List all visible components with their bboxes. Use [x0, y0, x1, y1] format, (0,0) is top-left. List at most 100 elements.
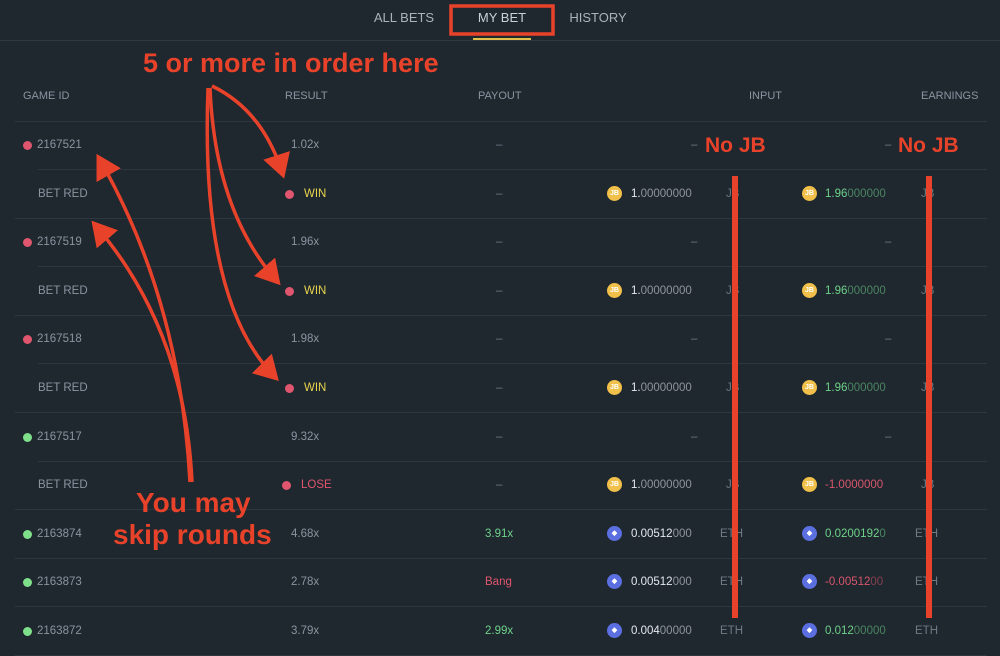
tab-all-bets[interactable]: ALL BETS — [373, 10, 435, 25]
payout-value: Bang — [485, 576, 512, 589]
earn-amount-rest: 000000 — [847, 382, 886, 394]
table-row[interactable]: BET RED WIN – JB 1.00000000 JB JB 1.96000000 JB — [0, 170, 1000, 219]
input-value: – — [691, 236, 698, 249]
result-multiplier: 4.68x — [291, 527, 320, 540]
result-multiplier: 2.78x — [291, 576, 320, 589]
input-amount-rest: 00000000 — [640, 284, 692, 297]
game-id[interactable]: 2163872 — [37, 625, 82, 637]
input-amount-main: 1. — [631, 284, 641, 297]
input-amount-main: 0.004 — [631, 625, 660, 637]
row-divider — [15, 412, 987, 413]
eth-coin-icon: ◆ — [802, 525, 817, 541]
input-unit: JB — [726, 382, 740, 394]
game-id[interactable]: 2163873 — [37, 576, 82, 589]
earn-amount-main: 0.0200192 — [825, 527, 880, 540]
jb-coin-icon: JB — [802, 477, 817, 493]
header-game-id: GAME ID — [23, 90, 70, 102]
tab-my-bet[interactable]: MY BET — [477, 10, 527, 25]
input-amount-rest: 00000000 — [640, 479, 692, 492]
earn-amount-main: 1.96 — [825, 284, 848, 297]
input-unit: JB — [726, 284, 740, 297]
game-status-dot — [23, 335, 32, 345]
annotation-no-jb-input: No JB — [705, 134, 766, 157]
input-amount: 0.00400000 — [631, 625, 692, 637]
annotation-top-note: 5 or more in order here — [143, 48, 439, 78]
earn-amount-main: -0.00512 — [825, 576, 871, 589]
game-id[interactable]: 2167519 — [37, 236, 82, 249]
earn-amount: -1.0000000 — [825, 479, 883, 491]
jb-coin-icon: JB — [802, 185, 817, 201]
input-unit: JB — [726, 187, 740, 200]
table-row[interactable]: 2167519 1.96x – – – — [0, 218, 1000, 268]
bet-result: WIN — [304, 187, 327, 200]
bet-side-dot — [285, 189, 294, 199]
earn-amount: 0.02001920 — [825, 528, 886, 540]
input-amount: 1.00000000 — [631, 285, 692, 297]
row-divider — [38, 363, 987, 365]
input-amount: 0.00512000 — [631, 528, 692, 540]
game-id[interactable]: 2167518 — [37, 333, 82, 346]
input-amount-main: 0.00512 — [631, 527, 673, 540]
input-unit: ETH — [720, 576, 743, 589]
annotation-skip-line2: skip rounds — [113, 519, 272, 550]
input-amount-rest: 00000000 — [640, 382, 692, 394]
game-id[interactable]: 2167517 — [37, 430, 82, 443]
header-divider — [15, 121, 987, 122]
payout-value: – — [496, 430, 503, 443]
earn-amount: 1.96000000 — [825, 188, 886, 200]
jb-coin-icon: JB — [607, 282, 622, 298]
earn-unit: JB — [921, 382, 935, 394]
row-divider — [15, 557, 987, 559]
table-row[interactable]: 2167521 1.02x – – – — [0, 121, 1000, 170]
input-amount-rest: 000 — [672, 527, 692, 540]
table-row[interactable]: 2163872 3.79x 2.99x ◆ 0.00400000 ETH ◆ 0.012000… — [0, 607, 1000, 656]
row-divider — [15, 509, 987, 511]
row-divider — [38, 460, 987, 462]
table-row[interactable]: 2167518 1.98x – – – — [0, 315, 1000, 365]
input-amount: 1.00000000 — [631, 382, 692, 394]
bet-label: BET RED — [38, 382, 88, 394]
input-unit: ETH — [720, 625, 743, 637]
input-amount: 1.00000000 — [631, 479, 692, 491]
bet-side-dot — [285, 384, 294, 393]
jb-coin-icon: JB — [607, 380, 622, 395]
bet-result: WIN — [304, 284, 327, 297]
earn-amount-rest: 000000 — [847, 187, 886, 200]
table-row[interactable]: BET RED WIN – JB 1.00000000 JB JB 1.96000000 JB — [0, 364, 1000, 413]
table-row[interactable]: 2163874 4.68x 3.91x ◆ 0.00512000 ETH ◆ 0.020019… — [0, 510, 1000, 559]
result-multiplier: 3.79x — [291, 625, 320, 637]
jb-coin-icon: JB — [607, 477, 622, 493]
result-multiplier: 9.32x — [291, 430, 320, 443]
table-row[interactable]: 2163873 2.78x Bang ◆ 0.00512000 ETH ◆ -0.005120… — [0, 558, 1000, 608]
bet-result: WIN — [304, 382, 327, 394]
tab-bar: ALL BETS MY BET HISTORY — [0, 0, 1000, 41]
game-id[interactable]: 2167521 — [37, 139, 82, 151]
input-value: – — [691, 430, 698, 443]
table-row[interactable]: BET RED LOSE – JB 1.00000000 JB JB -1.0000000 JB — [0, 461, 1000, 511]
jb-coin-icon: JB — [802, 380, 817, 395]
game-status-dot — [23, 238, 32, 248]
earn-amount: 1.96000000 — [825, 285, 886, 297]
row-divider — [38, 169, 987, 170]
annotation-no-jb-earnings: No JB — [898, 134, 959, 157]
earn-unit: JB — [921, 479, 935, 492]
tab-history[interactable]: HISTORY — [569, 10, 627, 25]
row-divider — [15, 314, 987, 316]
eth-coin-icon: ◆ — [607, 574, 622, 590]
payout-value: – — [496, 382, 503, 394]
table-row[interactable]: 2167517 9.32x – – – — [0, 413, 1000, 462]
game-id[interactable]: 2163874 — [37, 527, 82, 540]
input-amount-main: 1. — [631, 382, 641, 394]
header-result: RESULT — [285, 90, 328, 102]
game-status-dot — [23, 432, 32, 442]
earn-unit: ETH — [915, 527, 938, 540]
earn-amount-main: 0.012 — [825, 625, 854, 637]
payout-value: – — [496, 139, 503, 151]
game-status-dot — [23, 578, 32, 588]
table-row[interactable]: BET RED WIN – JB 1.00000000 JB JB 1.96000000 JB — [0, 267, 1000, 316]
bet-side-dot — [282, 481, 291, 491]
earn-amount-rest: 00000 — [853, 625, 886, 637]
payout-value: 2.99x — [485, 625, 514, 637]
row-divider — [15, 217, 987, 219]
row-divider — [38, 266, 987, 268]
